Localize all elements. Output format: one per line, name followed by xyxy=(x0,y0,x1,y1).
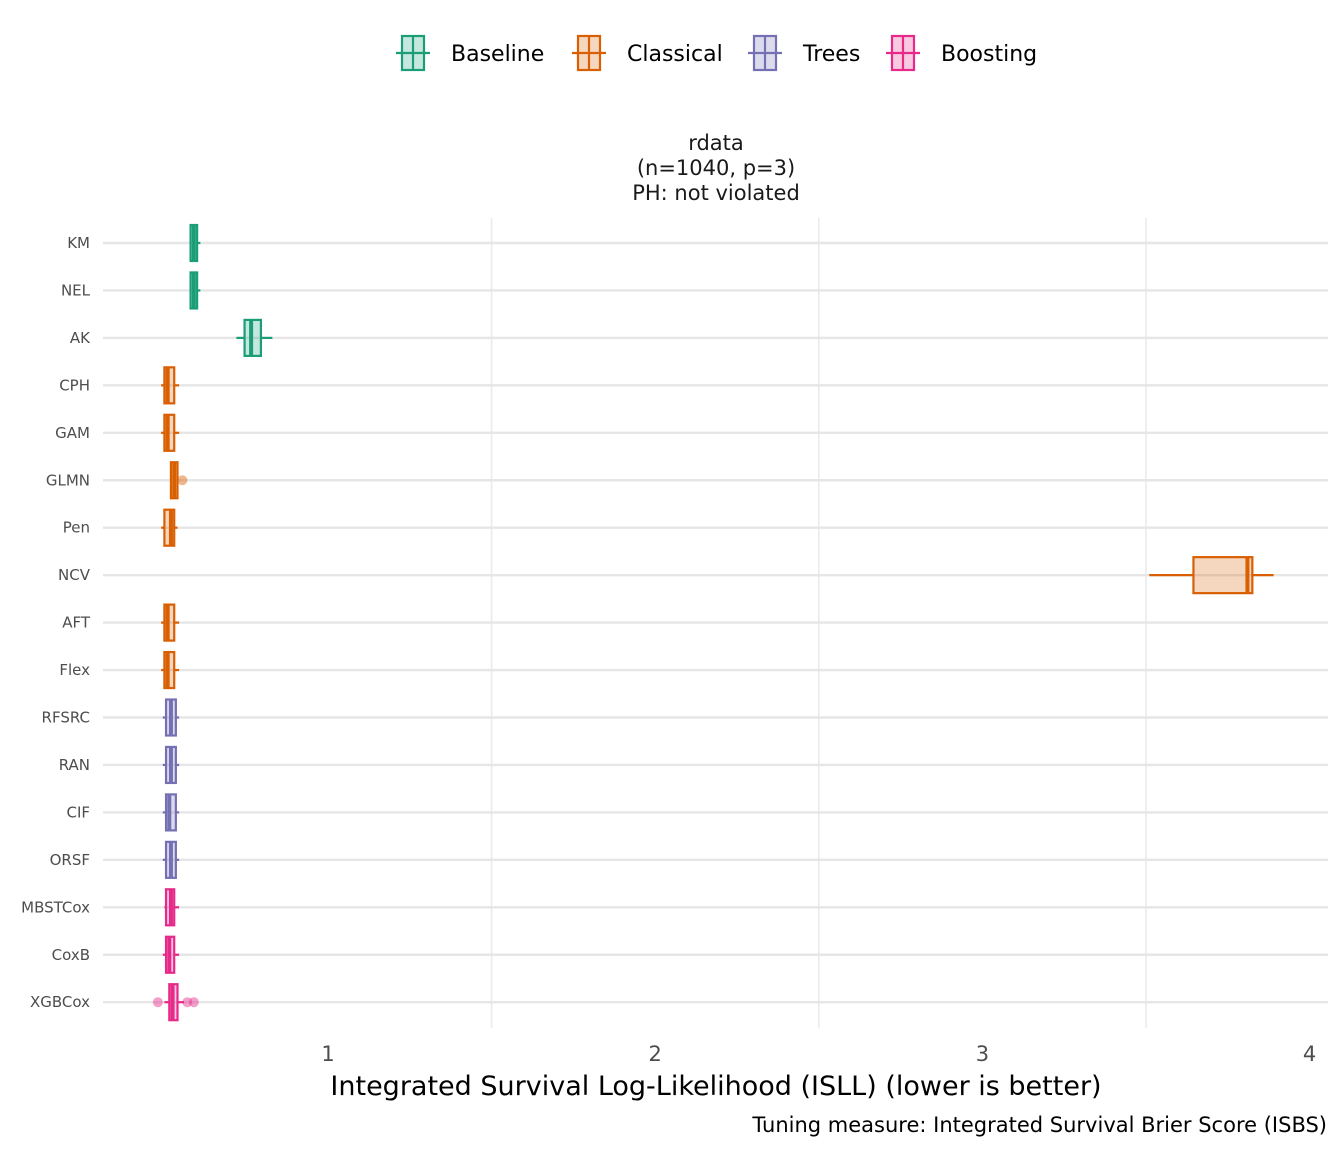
x-tick-label: 1 xyxy=(321,1042,334,1066)
y-tick-label: RAN xyxy=(59,756,90,774)
y-tick-label: RFSRC xyxy=(42,709,90,727)
panel-title-line-3: PH: not violated xyxy=(632,181,800,205)
legend-item-boosting: Boosting xyxy=(886,34,1037,72)
box-pen xyxy=(161,508,178,547)
box-cif xyxy=(162,793,180,832)
box-ak xyxy=(236,318,273,357)
legend-label: Trees xyxy=(802,42,860,67)
y-tick-label: GAM xyxy=(55,424,90,442)
box-km xyxy=(189,223,201,263)
y-tick-label: XGBCox xyxy=(30,993,90,1011)
y-tick-label: GLMN xyxy=(46,471,90,489)
x-tick-label: 3 xyxy=(976,1042,989,1066)
y-tick-label: MBSTCox xyxy=(21,898,90,916)
legend-item-trees: Trees xyxy=(748,34,860,72)
x-axis-label: Integrated Survival Log-Likelihood (ISLL… xyxy=(330,1071,1101,1102)
box-xgbcox xyxy=(152,983,199,1022)
y-tick-label: CIF xyxy=(66,803,90,821)
outlier-point xyxy=(182,997,193,1008)
box-gam xyxy=(161,413,180,452)
outlier-point xyxy=(152,997,163,1008)
y-tick-label: AFT xyxy=(62,614,91,632)
box-rfsrc xyxy=(162,698,180,737)
legend-item-baseline: Baseline xyxy=(396,34,544,72)
y-tick-labels: KM NEL AK CPH GAM GLMN Pen NCV AFT Flex RFSRC RAN CI… xyxy=(21,234,91,1011)
box-glmn xyxy=(169,461,188,500)
legend-item-classical: Classical xyxy=(572,34,723,72)
legend-label: Baseline xyxy=(451,42,544,67)
y-tick-label: Pen xyxy=(63,519,90,537)
y-tick-label: Flex xyxy=(59,661,90,679)
box-mbstcox xyxy=(164,888,180,927)
panel-title-line-2: (n=1040, p=3) xyxy=(637,156,795,180)
box-ncv xyxy=(1149,556,1274,595)
box-cph xyxy=(161,366,180,405)
box-flex xyxy=(161,650,180,690)
panel-title-line-1: rdata xyxy=(688,131,744,155)
y-tick-label: ORSF xyxy=(50,851,90,869)
x-tick-labels: 1 2 3 4 xyxy=(321,1042,1316,1066)
box-aft xyxy=(161,603,180,642)
legend: Baseline Classical Trees Boosting xyxy=(396,34,1037,72)
y-tick-label: CoxB xyxy=(52,946,90,964)
y-tick-label: AK xyxy=(70,329,91,347)
legend-label: Boosting xyxy=(941,42,1037,67)
y-tick-label: NEL xyxy=(61,281,91,299)
y-tick-label: NCV xyxy=(58,566,91,584)
y-tick-label: KM xyxy=(67,234,90,252)
box-coxb xyxy=(162,935,180,974)
box-nel xyxy=(189,271,201,310)
y-tick-label: CPH xyxy=(59,376,90,394)
boxes xyxy=(152,223,1274,1022)
x-tick-label: 2 xyxy=(649,1042,662,1066)
box-orsf xyxy=(162,840,180,879)
outlier-point xyxy=(177,475,188,486)
box-iqr xyxy=(1192,556,1254,595)
outlier-point xyxy=(188,997,199,1008)
caption: Tuning measure: Integrated Survival Brie… xyxy=(751,1113,1327,1137)
gridlines xyxy=(103,218,1328,1028)
x-tick-label: 4 xyxy=(1303,1042,1316,1066)
box-ran xyxy=(162,745,180,785)
legend-label: Classical xyxy=(627,42,723,67)
